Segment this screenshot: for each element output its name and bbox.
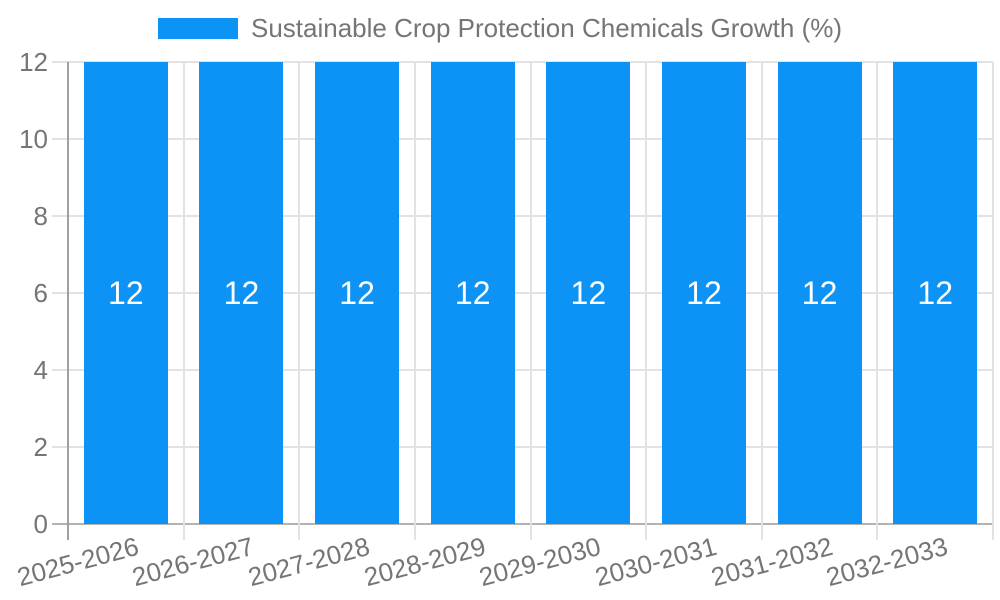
y-axis-line bbox=[67, 62, 69, 540]
x-axis-baseline bbox=[52, 523, 993, 525]
gridline-vertical bbox=[992, 62, 994, 540]
bar: 12 bbox=[315, 62, 400, 524]
legend: Sustainable Crop Protection Chemicals Gr… bbox=[0, 13, 1000, 44]
y-tick-label: 10 bbox=[19, 124, 48, 154]
gridline-horizontal bbox=[52, 215, 993, 217]
gridline-horizontal bbox=[52, 446, 993, 448]
gridline-vertical bbox=[182, 62, 185, 540]
y-tick-label: 2 bbox=[33, 432, 48, 462]
bar: 12 bbox=[546, 62, 631, 524]
bar: 12 bbox=[430, 62, 515, 524]
y-tick-label: 8 bbox=[33, 201, 48, 231]
legend-swatch bbox=[157, 18, 238, 39]
gridline-horizontal bbox=[52, 292, 993, 294]
bar-value-label: 12 bbox=[686, 275, 722, 311]
gridline-vertical bbox=[876, 62, 879, 540]
y-tick-label: 0 bbox=[33, 509, 48, 539]
bar: 12 bbox=[83, 62, 168, 524]
gridline-vertical bbox=[529, 62, 532, 540]
gridline-vertical bbox=[645, 62, 648, 540]
gridline-vertical bbox=[760, 62, 763, 540]
gridline-horizontal bbox=[52, 369, 993, 371]
y-tick-label: 12 bbox=[19, 47, 48, 77]
bar-value-label: 12 bbox=[108, 275, 144, 311]
bar: 12 bbox=[893, 62, 978, 524]
bar-value-label: 12 bbox=[339, 275, 375, 311]
gridline-horizontal bbox=[52, 138, 993, 140]
bar-value-label: 12 bbox=[223, 275, 260, 311]
bar: 12 bbox=[661, 62, 746, 524]
gridline-vertical bbox=[413, 62, 416, 540]
bar: 12 bbox=[777, 62, 862, 524]
bar-value-label: 12 bbox=[454, 275, 491, 311]
bar-value-label: 12 bbox=[801, 275, 838, 311]
bar: 12 bbox=[199, 62, 284, 524]
gridline-vertical bbox=[298, 62, 301, 540]
legend-label: Sustainable Crop Protection Chemicals Gr… bbox=[250, 13, 843, 43]
bar-value-label: 12 bbox=[917, 275, 953, 311]
y-tick-label: 6 bbox=[33, 278, 48, 308]
bar-value-label: 12 bbox=[570, 275, 607, 311]
gridline-horizontal bbox=[52, 61, 993, 63]
y-tick-label: 4 bbox=[33, 355, 48, 385]
